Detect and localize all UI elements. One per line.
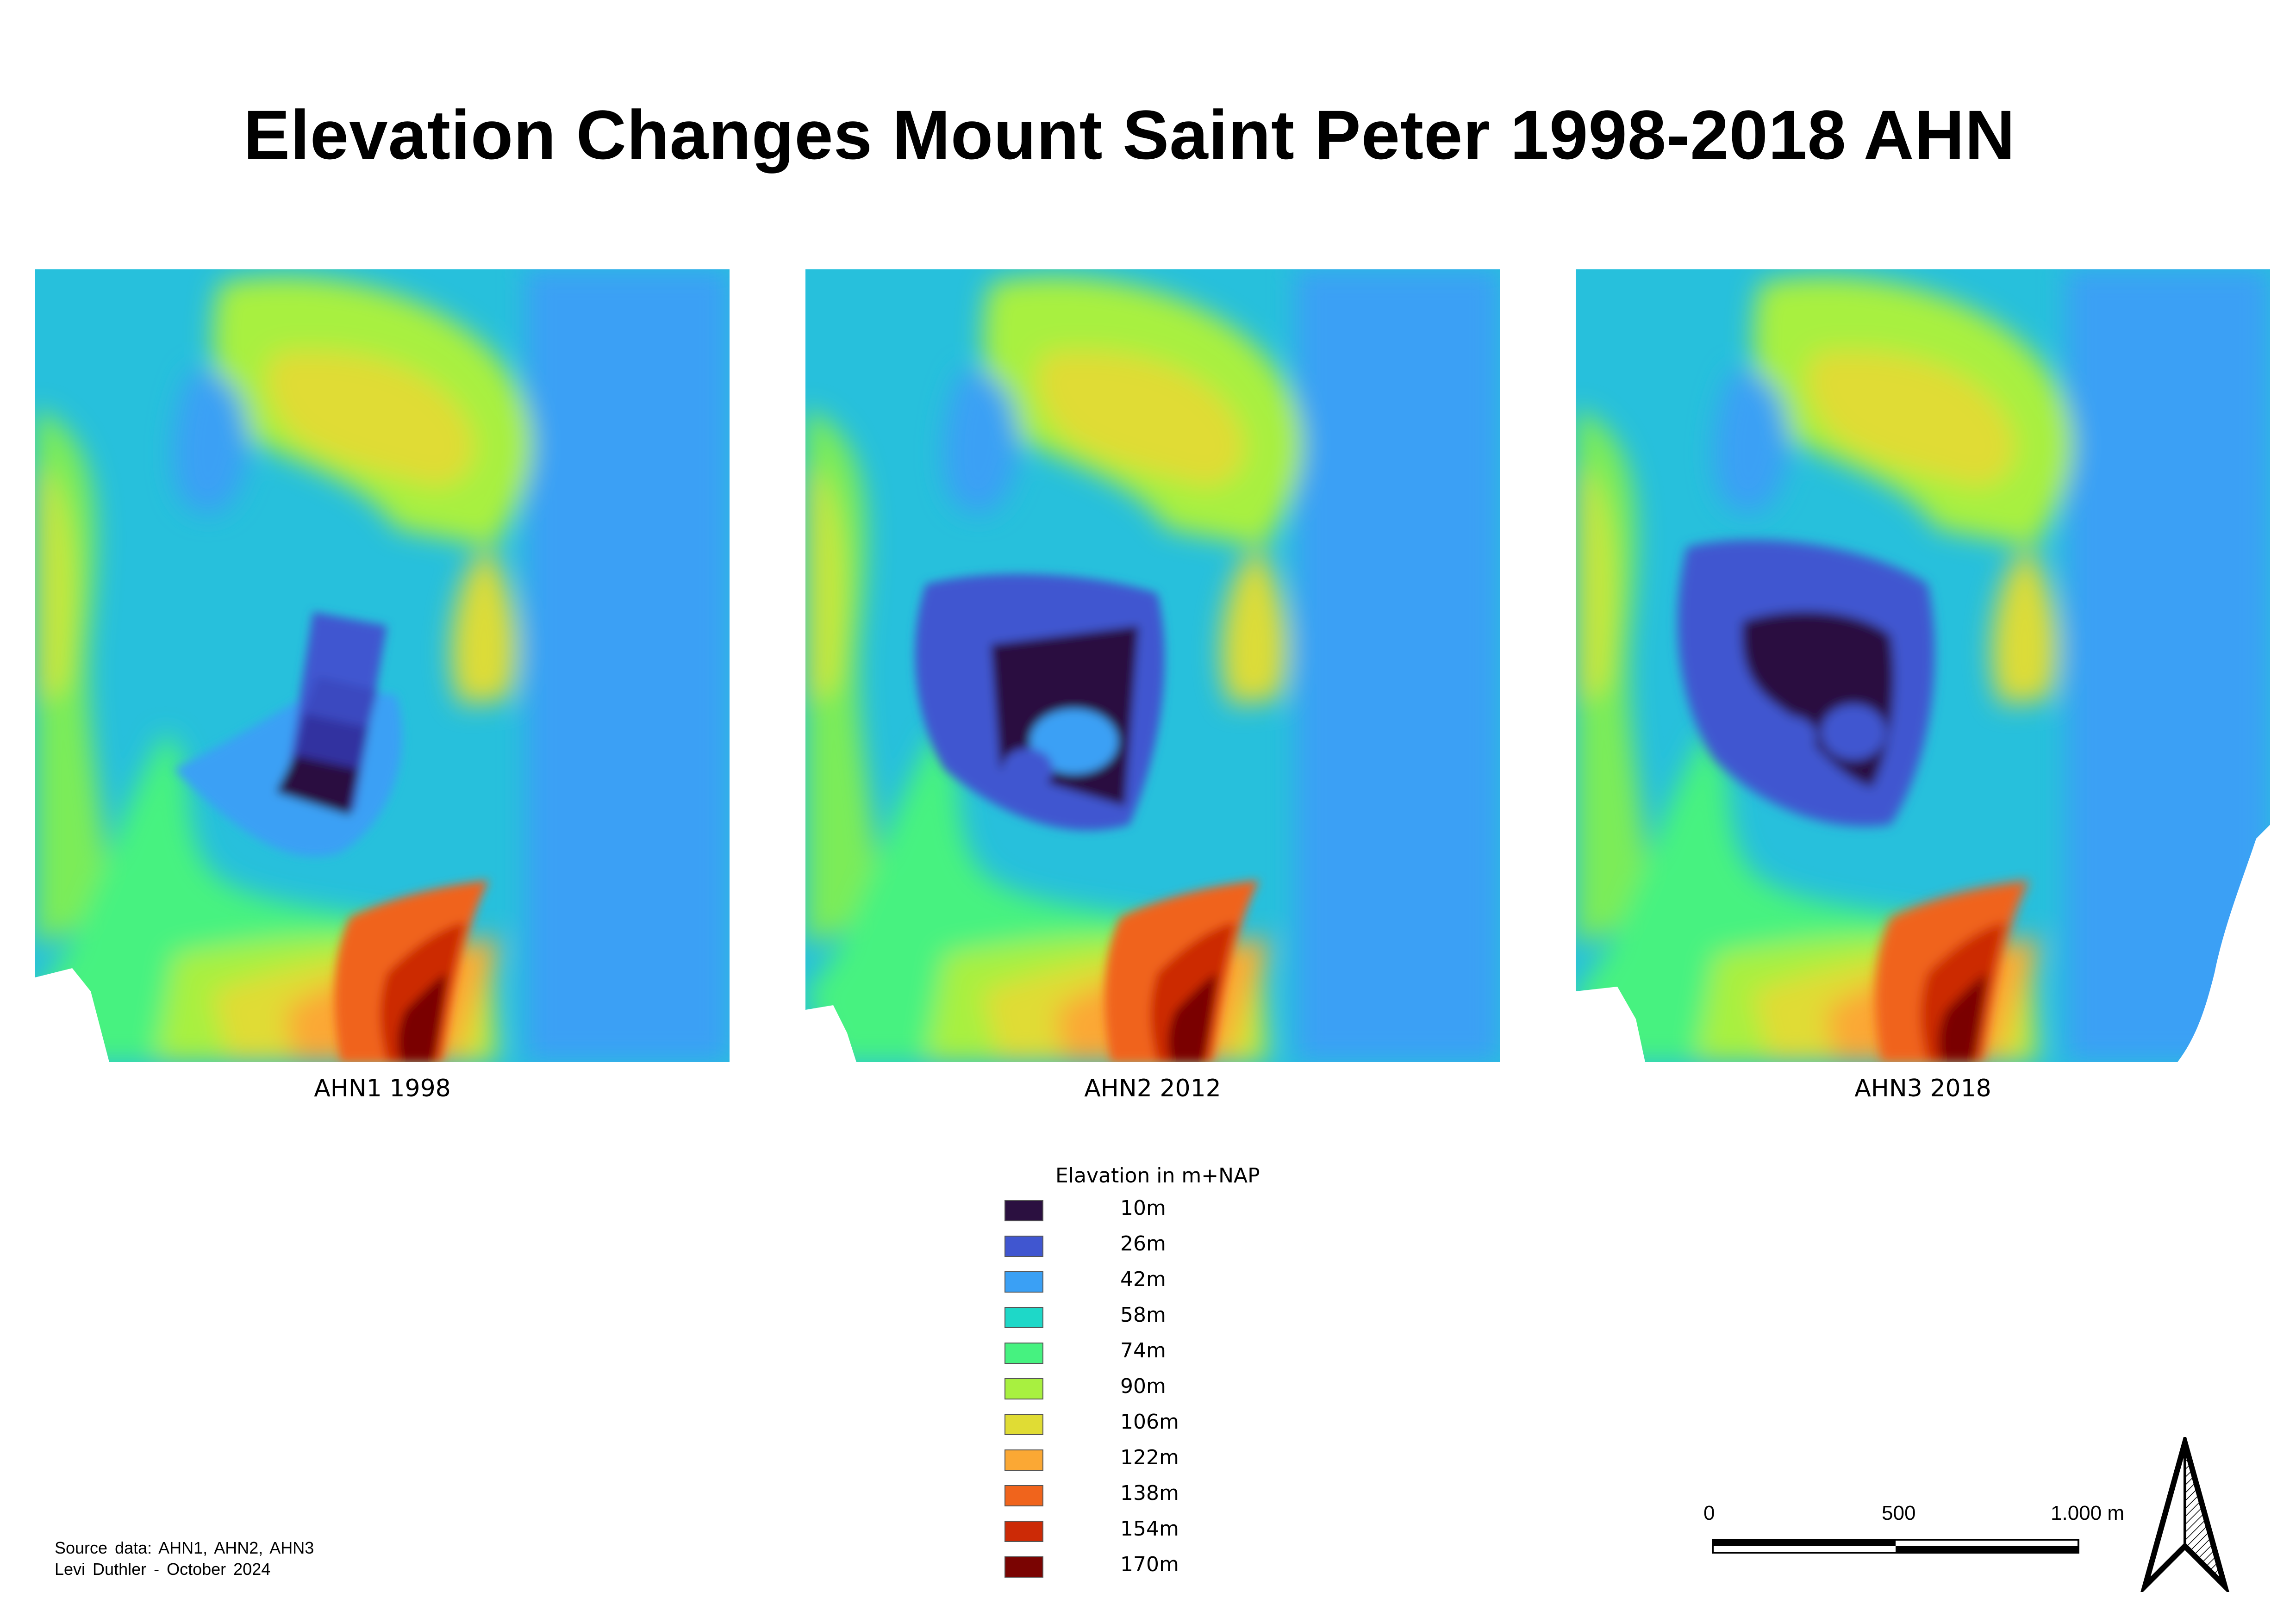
legend-item: 58m — [1004, 1303, 1329, 1331]
scale-label-500: 500 — [1882, 1502, 1916, 1524]
map-title: Elevation Changes Mount Saint Peter 1998… — [243, 96, 2015, 174]
legend-label: 138m — [1120, 1481, 1179, 1505]
legend-swatch — [1004, 1271, 1043, 1293]
legend-swatch — [1004, 1307, 1043, 1328]
legend-label: 122m — [1120, 1446, 1179, 1469]
legend-item: 154m — [1004, 1517, 1329, 1545]
scale-label-0: 0 — [1703, 1502, 1715, 1524]
legend-label: 74m — [1120, 1339, 1166, 1362]
source-credits: Source data: AHN1, AHN2, AHN3 Levi Duthl… — [55, 1537, 314, 1580]
legend-item: 10m — [1004, 1196, 1329, 1224]
legend-item: 90m — [1004, 1374, 1329, 1402]
source-line: Source data: AHN1, AHN2, AHN3 — [55, 1538, 314, 1557]
legend-item: 74m — [1004, 1339, 1329, 1367]
legend-swatch — [1004, 1200, 1043, 1221]
legend-item: 170m — [1004, 1553, 1329, 1580]
scale-bar-graphic — [1712, 1539, 2079, 1554]
elevation-map-ahn1-1998 — [35, 269, 730, 1062]
legend-item: 106m — [1004, 1410, 1329, 1438]
legend-item: 26m — [1004, 1232, 1329, 1260]
legend-swatch — [1004, 1449, 1043, 1471]
legend-swatch — [1004, 1556, 1043, 1578]
legend-label: 26m — [1120, 1232, 1166, 1256]
legend-label: 90m — [1120, 1374, 1166, 1398]
author-line: Levi Duthler - October 2024 — [55, 1560, 271, 1579]
legend-item: 42m — [1004, 1268, 1329, 1295]
scale-bar: 0 500 1.000 m — [1703, 1502, 2124, 1571]
north-arrow-icon — [2139, 1432, 2231, 1596]
legend-swatch — [1004, 1236, 1043, 1257]
legend-swatch — [1004, 1378, 1043, 1399]
legend-swatch — [1004, 1414, 1043, 1435]
legend-label: 42m — [1120, 1268, 1166, 1291]
legend-title: Elavation in m+NAP — [1055, 1164, 1260, 1188]
legend-item: 122m — [1004, 1446, 1329, 1474]
elevation-map-ahn2-2012 — [805, 269, 1500, 1062]
legend-item: 138m — [1004, 1481, 1329, 1509]
scale-label-1000: 1.000 m — [2051, 1502, 2124, 1524]
legend-label: 170m — [1120, 1553, 1179, 1576]
legend-swatch — [1004, 1521, 1043, 1542]
panel-caption: AHN2 2012 — [1084, 1075, 1221, 1102]
legend-label: 10m — [1120, 1196, 1166, 1220]
legend-label: 154m — [1120, 1517, 1179, 1541]
legend-label: 106m — [1120, 1410, 1179, 1434]
panel-caption: AHN3 2018 — [1854, 1075, 1991, 1102]
legend-label: 58m — [1120, 1303, 1166, 1327]
panel-caption: AHN1 1998 — [314, 1075, 451, 1102]
legend-swatch — [1004, 1485, 1043, 1506]
legend-swatch — [1004, 1343, 1043, 1364]
elevation-map-ahn3-2018 — [1576, 269, 2270, 1062]
